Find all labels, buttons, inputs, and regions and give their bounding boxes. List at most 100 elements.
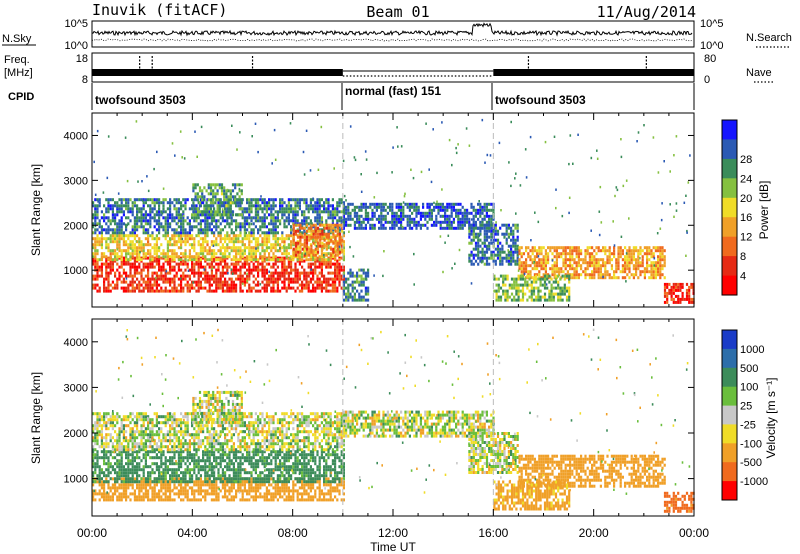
data-cell (182, 219, 185, 223)
data-cell (571, 255, 574, 259)
data-cell (230, 231, 233, 235)
data-cell (320, 219, 323, 223)
data-cell (169, 483, 172, 487)
data-cell (151, 237, 154, 241)
data-cell (569, 252, 572, 256)
data-cell (639, 273, 642, 277)
data-cell (114, 492, 117, 496)
data-cell (428, 205, 431, 209)
data-cell (338, 198, 341, 202)
data-cell (490, 223, 493, 227)
data-cell (643, 267, 646, 271)
data-cell (226, 249, 229, 253)
data-cell (316, 232, 320, 236)
data-cell (209, 192, 213, 196)
data-cell (243, 258, 246, 262)
data-cell (250, 234, 253, 238)
data-cell (100, 258, 103, 262)
data-cell (138, 258, 141, 262)
data-cell (305, 207, 308, 211)
data-cell (646, 261, 649, 265)
data-cell (472, 256, 475, 260)
data-cell (138, 198, 141, 202)
data-cell (321, 253, 324, 257)
data-cell (334, 277, 337, 281)
data-cell (114, 249, 117, 253)
data-cell (212, 195, 215, 199)
data-cell (307, 265, 310, 269)
data-cell (406, 217, 409, 221)
data-cell (483, 232, 486, 236)
data-cell (362, 217, 365, 221)
data-cell (129, 231, 132, 235)
data-cell (557, 283, 560, 287)
data-cell (338, 216, 341, 220)
data-cell (281, 271, 284, 275)
scatter-cell (349, 125, 352, 128)
data-cell (169, 277, 172, 281)
data-cell (142, 201, 145, 205)
data-cell (212, 189, 215, 193)
data-cell (213, 216, 216, 220)
data-cell (219, 262, 222, 266)
data-cell (319, 223, 322, 227)
data-cell (568, 295, 571, 299)
data-cell (116, 222, 119, 226)
data-cell (519, 274, 522, 278)
data-cell (235, 277, 238, 281)
data-cell (466, 214, 469, 218)
data-cell (292, 235, 295, 239)
data-cell (164, 277, 167, 281)
data-cell (575, 273, 578, 277)
data-cell (195, 225, 198, 229)
data-cell (308, 253, 311, 257)
data-cell (226, 237, 229, 241)
data-cell (338, 241, 342, 245)
scatter-cell (305, 129, 308, 132)
data-cell (195, 234, 198, 238)
data-cell (184, 207, 187, 211)
data-cell (563, 277, 566, 281)
data-cell (503, 223, 506, 227)
data-cell (548, 274, 551, 278)
data-cell (316, 265, 319, 269)
data-cell (415, 214, 418, 218)
data-cell (292, 223, 295, 227)
data-cell (116, 283, 119, 287)
data-cell (285, 277, 288, 281)
data-cell (310, 235, 313, 239)
data-cell (325, 223, 328, 227)
data-cell (539, 289, 542, 293)
data-cell (287, 204, 290, 208)
data-cell (127, 207, 130, 211)
scatter-cell (181, 156, 183, 159)
data-cell (327, 241, 331, 245)
data-cell (206, 274, 209, 278)
data-cell (661, 252, 664, 256)
data-cell (169, 280, 172, 284)
scatter-cell (490, 256, 493, 260)
data-cell (270, 256, 273, 260)
scatter-cell (290, 225, 292, 228)
data-cell (663, 264, 666, 268)
data-cell (564, 249, 567, 253)
data-cell (239, 289, 242, 293)
data-cell (593, 261, 596, 265)
data-cell (559, 277, 562, 281)
data-cell (312, 225, 315, 229)
data-cell (140, 480, 143, 484)
data-cell (298, 283, 301, 287)
data-cell (435, 223, 438, 227)
data-cell (133, 256, 136, 260)
data-cell (338, 232, 342, 236)
cpid-strip: CPID twofsound 3503 normal (fast) 151 tw… (8, 83, 695, 110)
data-cell (131, 234, 134, 238)
scatter-cell (478, 234, 481, 237)
data-cell (406, 205, 409, 209)
scatter-cell (304, 252, 307, 255)
data-cell (169, 262, 172, 266)
data-cell (136, 207, 139, 211)
data-cell (224, 237, 227, 241)
data-cell (177, 277, 180, 281)
data-cell (512, 238, 515, 242)
